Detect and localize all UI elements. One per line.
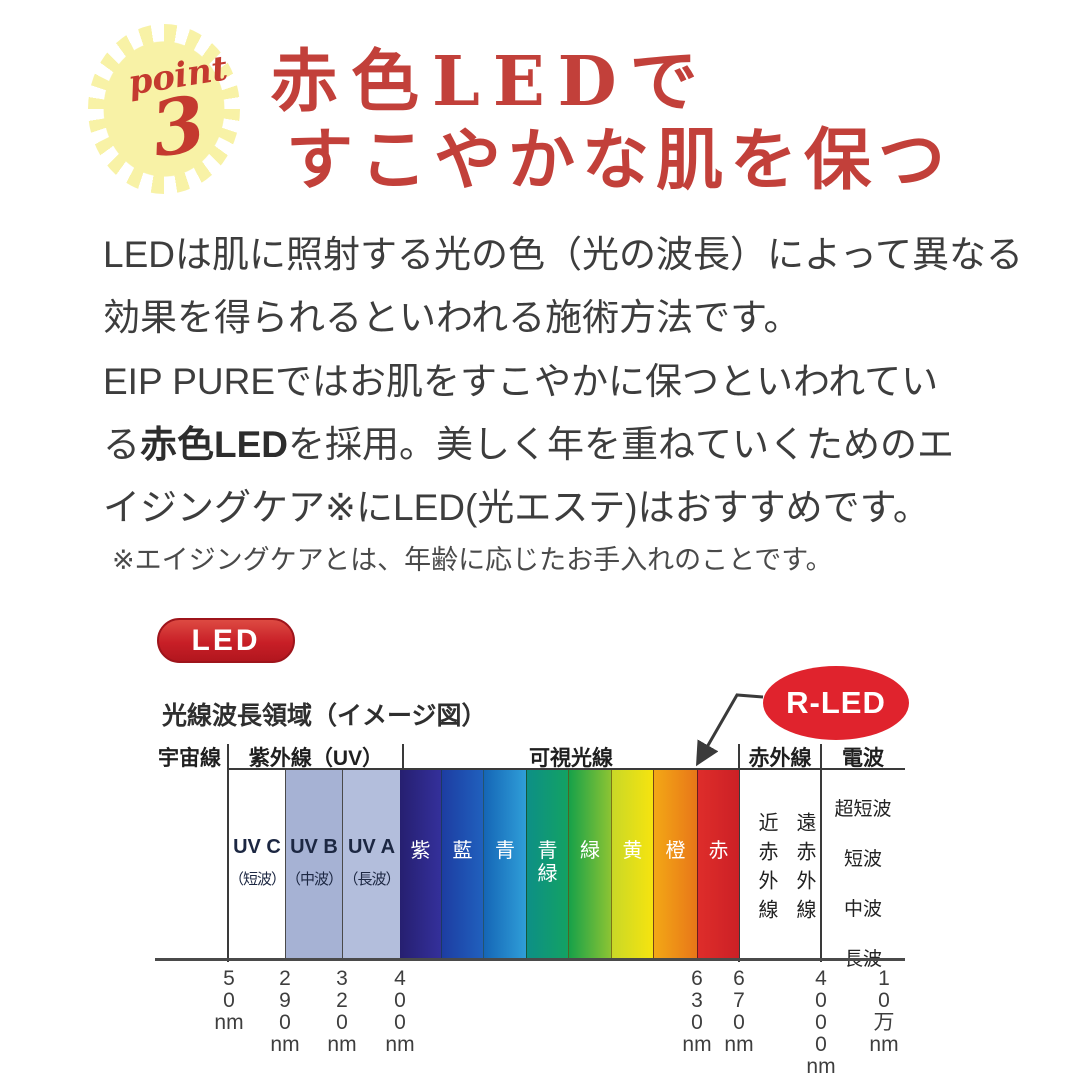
uvc-column: UV C （短波） (229, 770, 286, 960)
near-infrared-label: 近赤外線 (755, 812, 777, 928)
header-cosmic-rays: 宇宙線 (158, 747, 221, 770)
r-led-badge: R-LED (763, 666, 909, 740)
spectrum-band-blue: 青 (483, 770, 526, 960)
uva-label: UV A (347, 836, 396, 858)
band-label-blue: 青 (495, 840, 515, 862)
body-text-line4-pre: る (103, 424, 140, 465)
tick-320nm: 3 2 0 nm (327, 967, 357, 1056)
page-title-line1: 赤色LEDで (270, 42, 711, 122)
r-led-arrow-icon (696, 693, 764, 767)
header-radio-waves: 電波 (842, 747, 884, 770)
uvb-label: UV B (290, 836, 338, 858)
point-badge-burst (88, 24, 240, 194)
uva-sublabel: （長波） (343, 871, 400, 888)
spectrum-band-bluegreen: 青 緑 (526, 770, 568, 960)
body-text-line4: る赤色LEDを採用。美しく年を重ねていくためのエ (103, 414, 954, 468)
body-text-line5: イジングケア※にLED(光エステ)はおすすめです。 (103, 487, 930, 528)
spectrum-band-yellow: 黄 (611, 770, 653, 960)
spectrum-band-indigo: 藍 (441, 770, 483, 960)
radio-label-mediumwave: 中波 (843, 899, 882, 920)
band-label-orange: 橙 (665, 840, 686, 862)
band-label-red: 赤 (708, 840, 729, 862)
tick-400nm: 4 0 0 nm (385, 967, 415, 1056)
uvb-sublabel: （中波） (286, 871, 343, 888)
body-text-line3: EIP PUREではお肌をすこやかに保つといわれてい (103, 351, 938, 405)
band-label-green: 緑 (580, 840, 600, 862)
spectrum-band-violet: 紫 (400, 770, 441, 960)
tick-100000nm: 1 0 万 nm (869, 967, 899, 1056)
uva-column: UV A （長波） (342, 770, 401, 960)
tick-4000nm: 4 0 0 0 nm (806, 967, 836, 1078)
spectrum-band-green: 緑 (568, 770, 611, 960)
band-label-violet: 紫 (410, 840, 431, 862)
body-text-line2: 効果を得られるといわれる施術方法です。 (103, 297, 801, 338)
header-ultraviolet: 紫外線（UV） (248, 747, 384, 770)
tick-290nm: 2 9 0 nm (270, 967, 300, 1056)
page-title-line2: すこやかな肌を保つ (286, 120, 952, 199)
uvb-column: UV B （中波） (285, 770, 343, 960)
spectrum-band-orange: 橙 (653, 770, 697, 960)
radio-wave-labels: 超短波 短波 中波 長波 (821, 794, 905, 971)
divider-50nm (227, 744, 229, 962)
spectrum-band-red: 赤 (697, 770, 739, 960)
footnote: ※エイジングケアとは、年齢に応じたお手入れのことです。 (112, 545, 833, 575)
wavelength-axis (155, 958, 905, 961)
header-underline (228, 768, 905, 770)
tick-670nm: 6 7 0 nm (724, 967, 754, 1056)
body-text-line4-post: を採用。美しく年を重ねていくためのエ (288, 424, 954, 465)
radio-label-vhf: 超短波 (834, 799, 892, 820)
far-infrared-label: 遠赤外線 (793, 812, 815, 928)
band-label-indigo: 藍 (452, 840, 473, 862)
chart-title: 光線波長領域（イメージ図） (162, 702, 487, 730)
tick-50nm: 5 0 nm (214, 967, 244, 1034)
header-visible-light: 可視光線 (529, 747, 613, 770)
uvc-sublabel: （短波） (229, 871, 286, 888)
radio-label-shortwave: 短波 (843, 849, 882, 870)
divider-670nm (738, 744, 740, 962)
uvc-label: UV C (233, 836, 281, 858)
band-label-bluegreen: 青 緑 (537, 840, 558, 885)
body-text-line1: LEDは肌に照射する光の色（光の波長）によって異なる (103, 234, 1024, 275)
divider-4000nm (820, 744, 822, 962)
body-text-red-led-bold: 赤色LED (140, 424, 288, 465)
header-infrared: 赤外線 (748, 747, 812, 770)
band-label-yellow: 黄 (622, 840, 643, 862)
led-badge: LED (157, 618, 295, 663)
divider-400nm (402, 744, 404, 770)
tick-630nm: 6 3 0 nm (682, 967, 712, 1056)
body-text-line3-text: EIP PUREではお肌をすこやかに保つといわれてい (103, 361, 939, 402)
